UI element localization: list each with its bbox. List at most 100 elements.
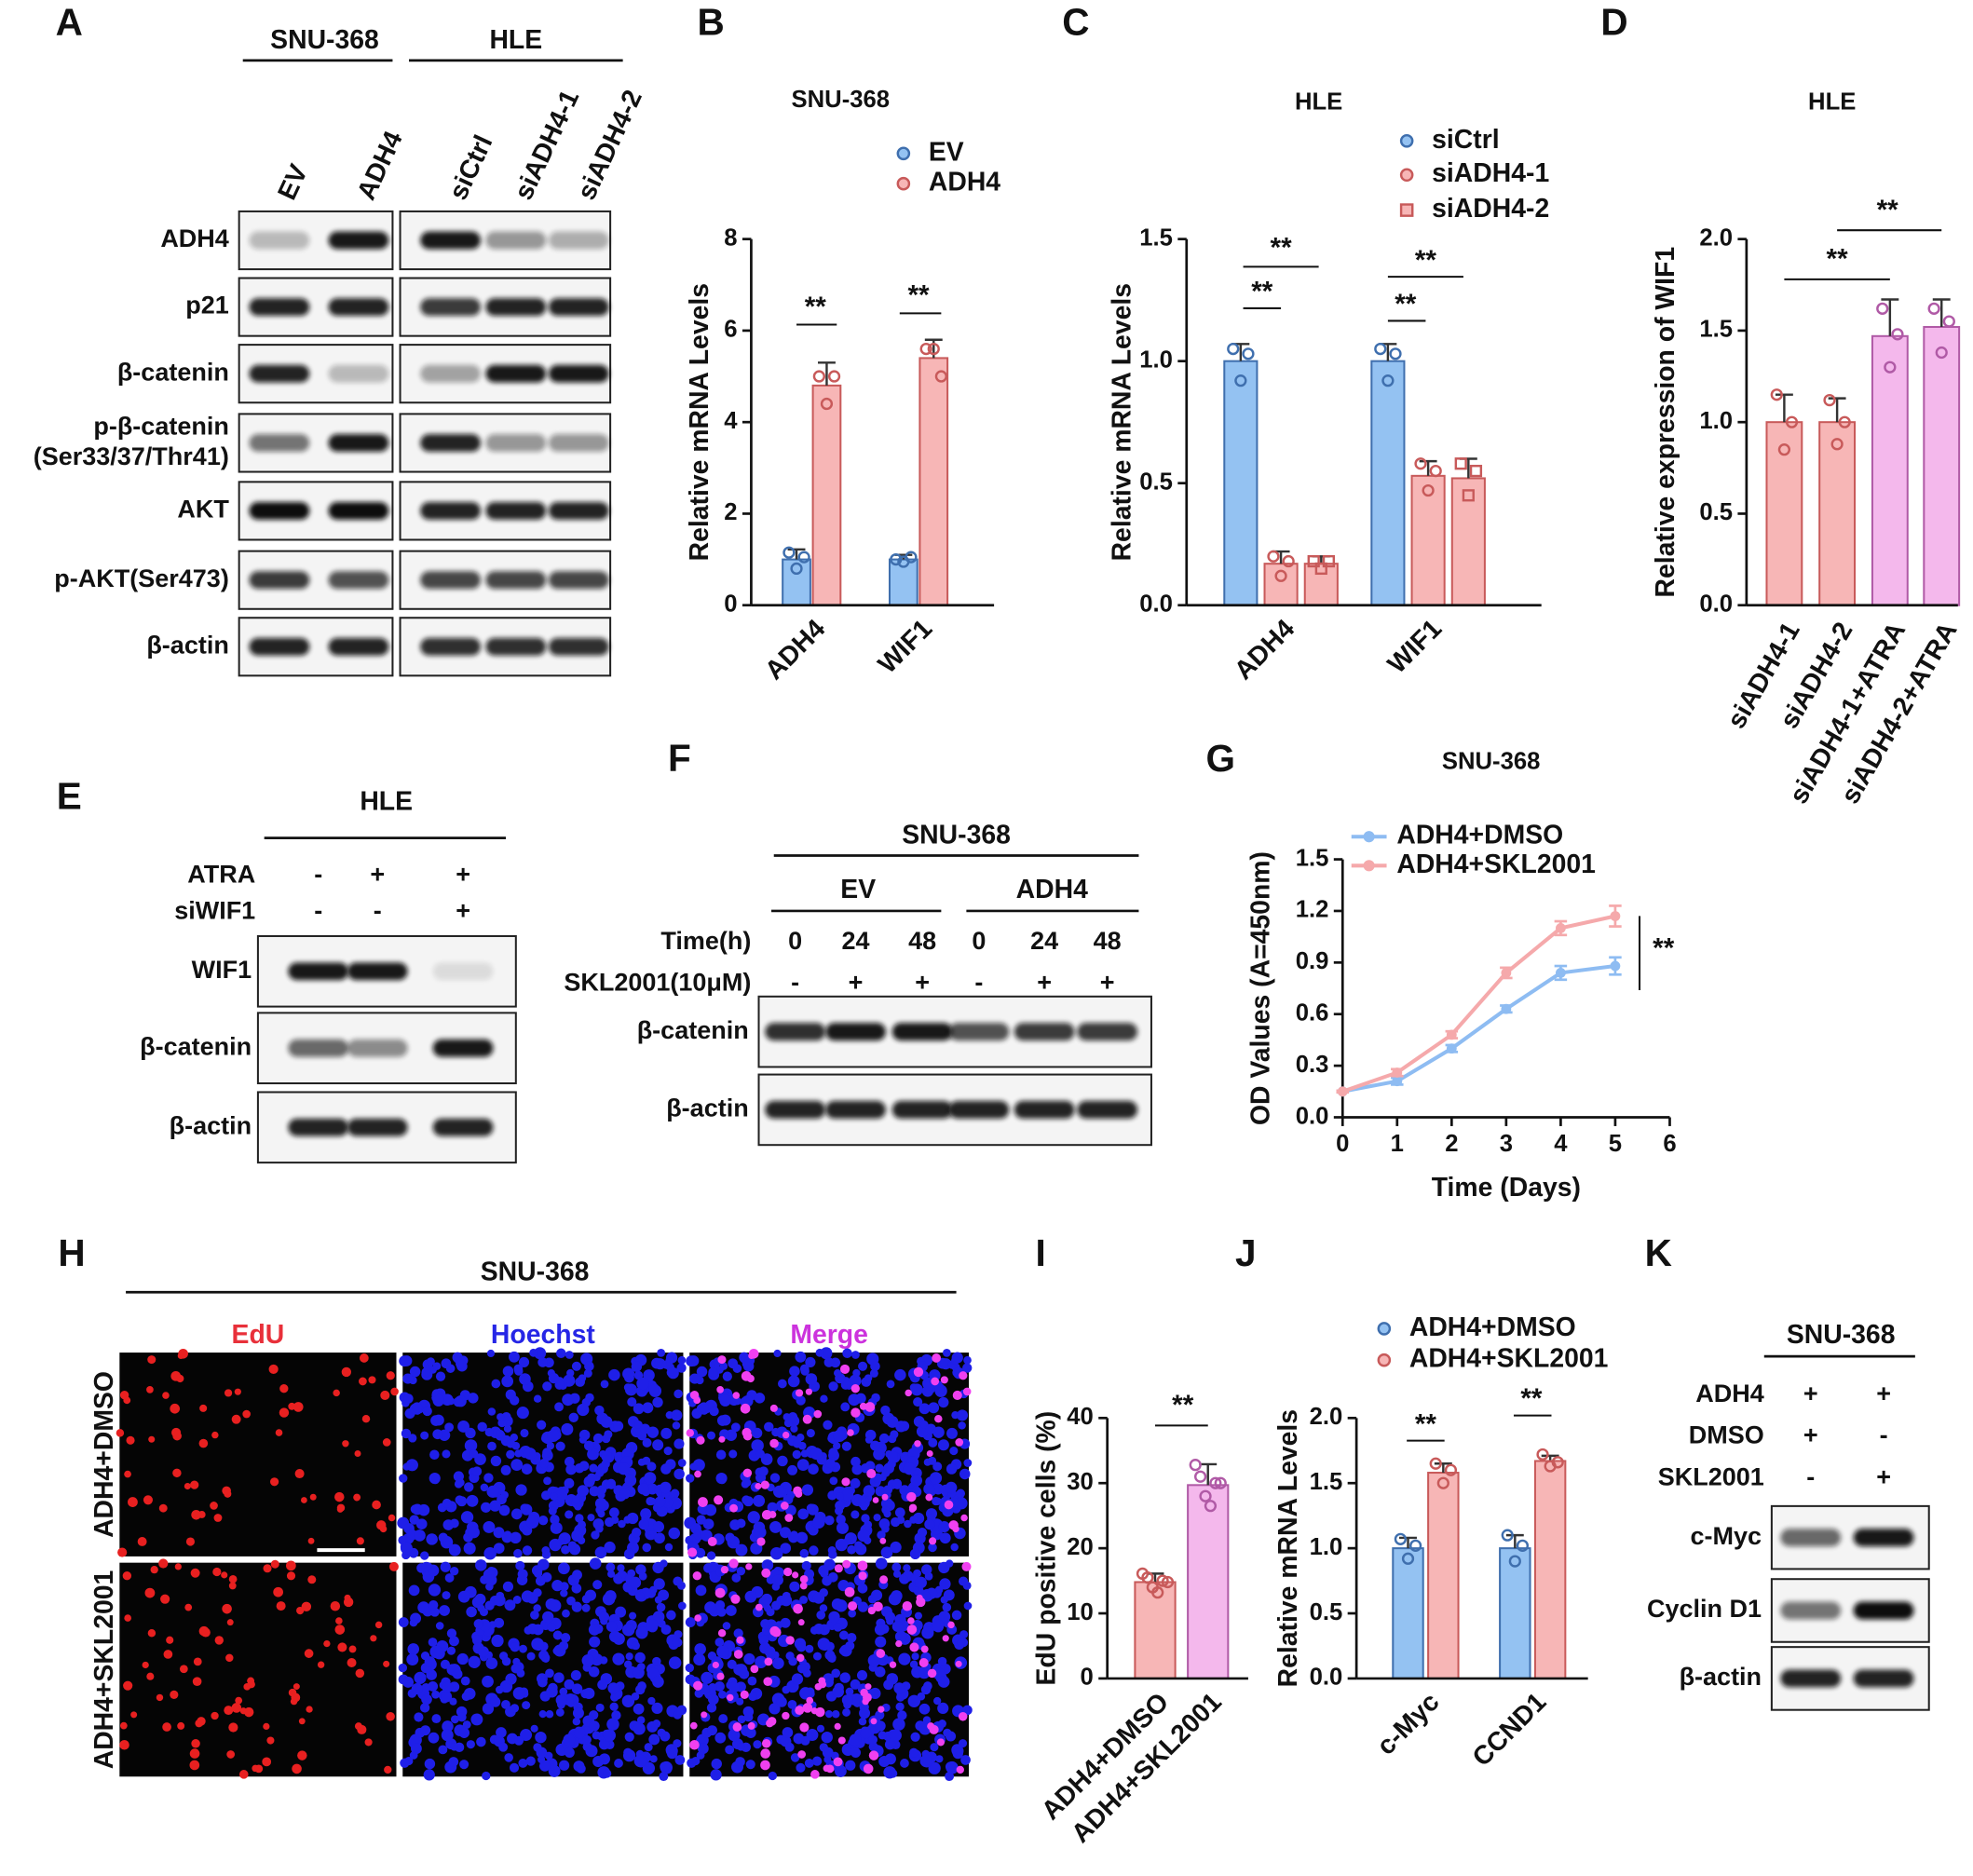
nucleus [780, 1617, 791, 1628]
nucleus [417, 1601, 430, 1614]
edu-cell [962, 1387, 972, 1396]
condition-label: ATRA [187, 860, 255, 888]
edu-cell [873, 1601, 883, 1612]
edu-cell [942, 1635, 949, 1642]
edu-cell [368, 1376, 376, 1384]
data-point [934, 370, 947, 383]
edu-cell [323, 1639, 331, 1648]
nucleus [869, 1368, 878, 1378]
nucleus [652, 1396, 663, 1408]
nucleus [474, 1593, 486, 1605]
nucleus [510, 1459, 524, 1472]
condition-label: SKL2001(10μM) [564, 968, 751, 996]
y-tick-label: 1.5 [1139, 224, 1173, 251]
edu-cell [689, 1739, 700, 1750]
nucleus [455, 1495, 465, 1505]
edu-cell [717, 1629, 727, 1638]
edu-cell [755, 1603, 763, 1611]
band [891, 1023, 953, 1041]
nucleus [549, 1599, 562, 1612]
nucleus [468, 1393, 479, 1404]
nucleus [822, 1575, 832, 1586]
nucleus [494, 1594, 506, 1607]
edu-cell [694, 1470, 701, 1478]
nucleus [619, 1489, 631, 1500]
edu-cell [386, 1371, 395, 1380]
nucleus [676, 1705, 687, 1716]
nucleus [782, 1413, 791, 1421]
nucleus [728, 1449, 738, 1459]
data-point [1156, 1574, 1169, 1587]
x-tick-label: c-Myc [1371, 1687, 1445, 1760]
nucleus [888, 1593, 902, 1606]
data-point [1282, 554, 1295, 568]
edu-cell [225, 1653, 234, 1663]
nucleus [612, 1652, 625, 1665]
nucleus [485, 1657, 498, 1670]
nucleus [674, 1389, 683, 1399]
nucleus [863, 1485, 876, 1497]
nucleus [828, 1550, 837, 1559]
nucleus [753, 1494, 766, 1507]
band [548, 298, 609, 317]
nucleus [932, 1461, 943, 1472]
edu-cell [936, 1738, 946, 1747]
edu-cell [147, 1629, 156, 1638]
nucleus [595, 1468, 605, 1477]
nucleus [935, 1755, 944, 1763]
nucleus [589, 1486, 600, 1497]
band-label: p21 [185, 292, 229, 319]
nucleus [796, 1664, 808, 1674]
edu-cell [799, 1575, 809, 1584]
band [420, 637, 481, 656]
nucleus [772, 1485, 786, 1498]
nucleus [819, 1604, 828, 1612]
nucleus [608, 1368, 620, 1381]
edu-cell [170, 1403, 181, 1414]
micrograph-panel [116, 1348, 399, 1557]
nucleus [789, 1581, 800, 1592]
nucleus [857, 1601, 868, 1612]
nucleus [581, 1603, 591, 1612]
nucleus [823, 1558, 836, 1570]
nucleus [755, 1655, 768, 1668]
nucleus [519, 1373, 531, 1385]
data-point [1823, 393, 1836, 407]
nucleus [574, 1727, 586, 1739]
nucleus [613, 1574, 622, 1584]
edu-cell [124, 1470, 131, 1478]
edu-cell [750, 1665, 759, 1674]
band [485, 501, 547, 520]
band [485, 231, 547, 250]
nucleus [622, 1367, 635, 1380]
edu-cell [123, 1680, 133, 1691]
nucleus [514, 1449, 523, 1458]
nucleus [677, 1459, 687, 1467]
nucleus [623, 1548, 635, 1560]
nucleus [812, 1592, 825, 1604]
nucleus [592, 1756, 605, 1768]
nucleus [479, 1608, 488, 1617]
nucleus [623, 1747, 633, 1758]
nucleus [634, 1652, 646, 1664]
nucleus [841, 1672, 850, 1681]
nucleus [959, 1576, 969, 1586]
nucleus [558, 1760, 570, 1771]
nucleus [606, 1718, 619, 1731]
edu-cell [359, 1353, 369, 1363]
nucleus [880, 1405, 891, 1416]
nucleus [739, 1668, 750, 1679]
nucleus [870, 1440, 880, 1451]
nucleus [450, 1743, 458, 1751]
channel-label: Merge [790, 1320, 868, 1350]
nucleus [491, 1379, 501, 1389]
nucleus [592, 1433, 604, 1444]
condition-label: SKL2001 [1658, 1462, 1764, 1490]
nucleus [588, 1450, 598, 1461]
nucleus [847, 1633, 857, 1643]
edu-cell [342, 1440, 349, 1448]
edu-cell [172, 1468, 182, 1478]
y-tick-label: 1.5 [1699, 317, 1733, 343]
nucleus [823, 1677, 834, 1688]
nucleus [855, 1543, 867, 1556]
